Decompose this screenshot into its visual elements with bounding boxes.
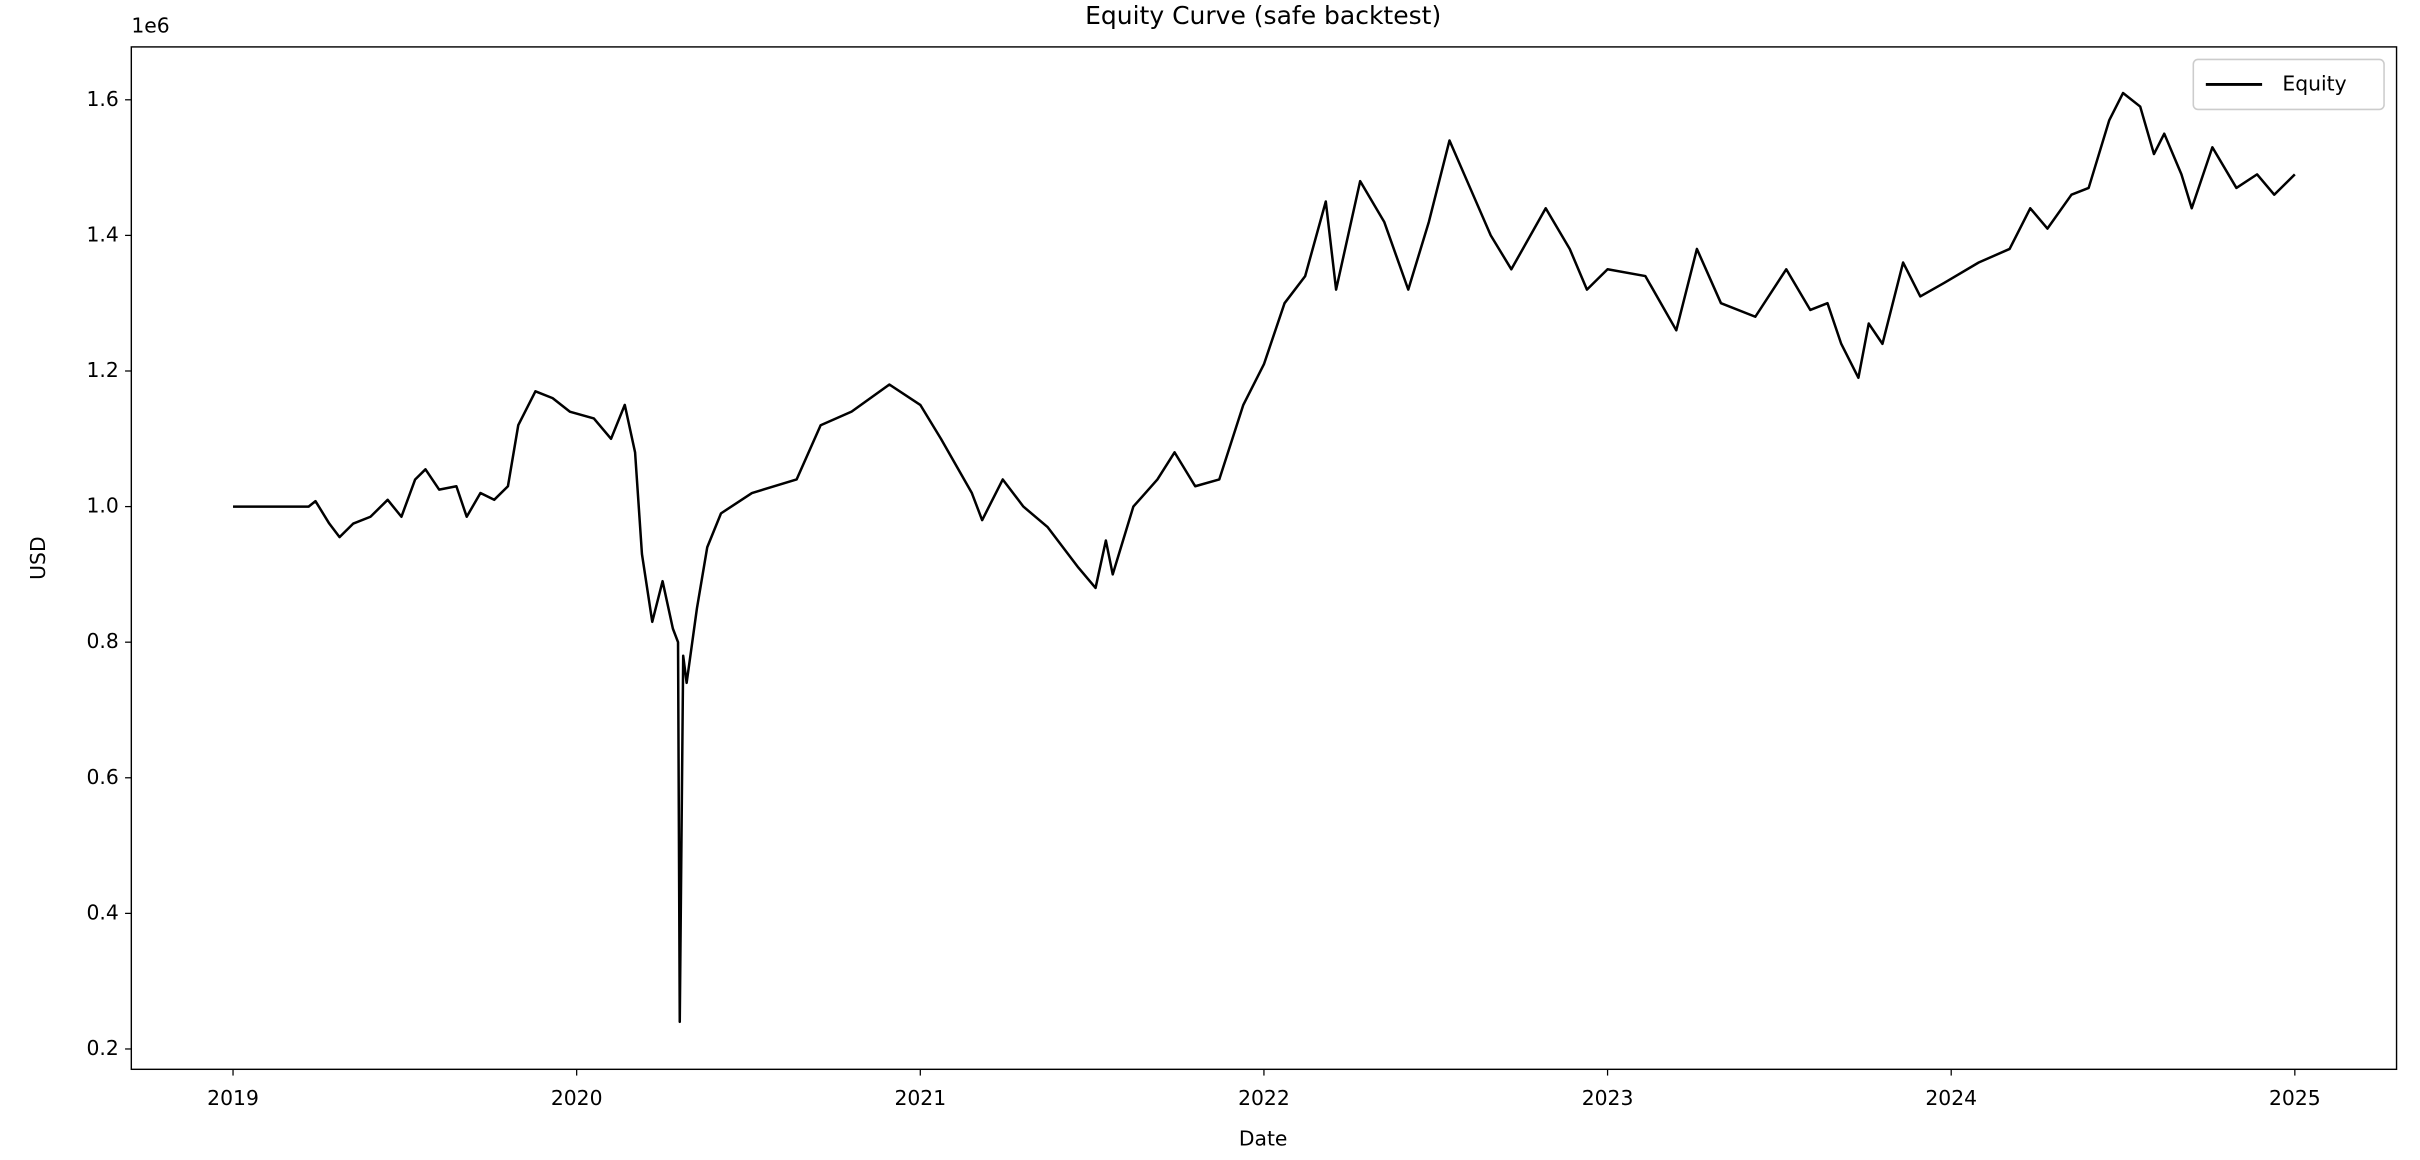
chart-title: Equity Curve (safe backtest) [1085,1,1441,30]
legend: Equity [2192,58,2385,111]
x-tick-label: 2021 [894,1086,946,1110]
offset-label: 1e6 [131,14,169,38]
x-tick-label: 2020 [551,1086,603,1110]
plot-frame [130,46,2398,1071]
x-axis-label: Date [1239,1127,1288,1151]
y-tick-label: 1.6 [86,87,118,111]
y-tick-label: 0.4 [86,900,118,924]
y-axis-label: USD [26,536,50,579]
x-tick-label: 2022 [1238,1086,1290,1110]
y-tick-label: 1.2 [86,358,118,382]
y-tick-label: 1.4 [86,222,118,246]
legend-box [2192,58,2385,111]
legend-label: Equity [2282,71,2346,95]
y-tick-label: 1.0 [86,494,118,518]
y-tick-label: 0.6 [86,765,118,789]
y-tick-label: 0.8 [86,629,118,653]
y-tick-label: 0.2 [86,1036,118,1060]
equity-line [233,91,2296,1024]
x-tick-label: 2025 [2269,1086,2321,1110]
x-tick-label: 2024 [1925,1086,1977,1110]
x-tick-label: 2019 [207,1086,259,1110]
x-tick-label: 2023 [1582,1086,1634,1110]
